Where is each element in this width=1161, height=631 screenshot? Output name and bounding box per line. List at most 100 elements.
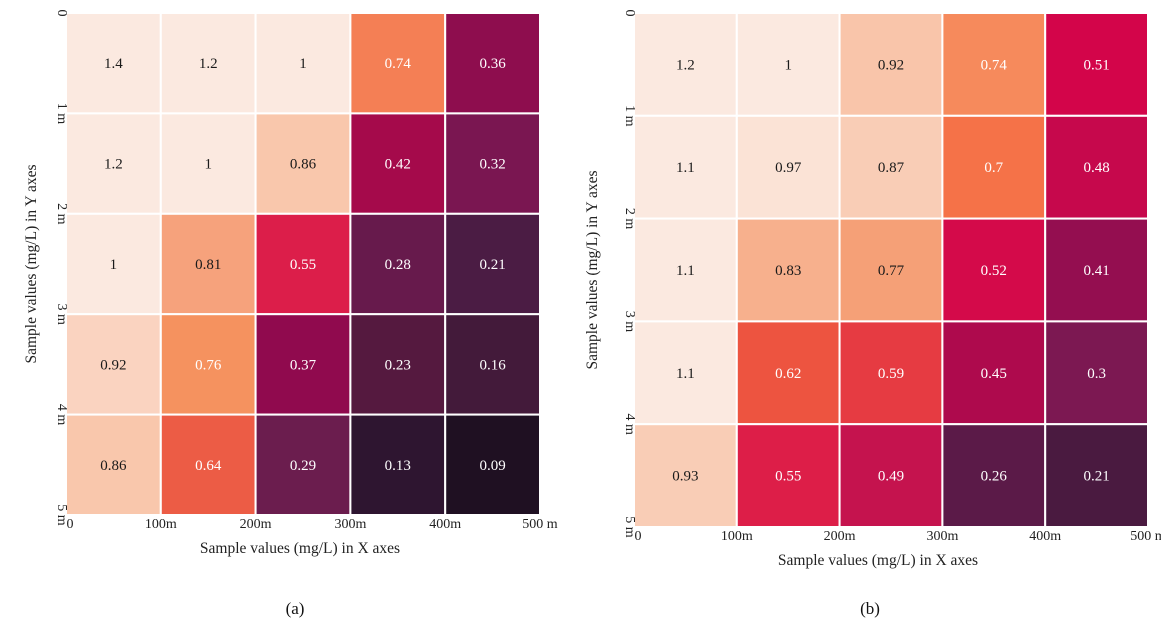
cell-value-label: 0.55 — [775, 469, 801, 485]
heatmap-cell — [1044, 217, 1149, 323]
y-tick-label: 2 m — [622, 208, 637, 230]
heatmap-cell — [159, 413, 257, 517]
x-tick-label: 0 — [635, 529, 642, 544]
cell-value-label: 0.3 — [1087, 366, 1106, 382]
x-tick-label: 0 — [67, 517, 74, 532]
heatmap-cell — [159, 12, 257, 115]
heatmap-cell — [349, 313, 447, 416]
cell-value-label: 0.26 — [981, 469, 1008, 485]
cell-value-label: 0.32 — [479, 157, 505, 173]
cell-value-label: 0.64 — [195, 458, 222, 474]
panel-label: (b) — [860, 599, 880, 618]
y-tick-label: 4 m — [622, 414, 637, 436]
cell-value-label: 1 — [110, 257, 118, 273]
cell-value-label: 0.92 — [100, 357, 126, 373]
x-tick-label: 100m — [721, 529, 753, 544]
cell-value-label: 0.21 — [479, 257, 505, 273]
heatmap-cell — [444, 413, 542, 517]
heatmap-cell — [254, 313, 352, 416]
heatmap-cell — [941, 12, 1047, 117]
heatmap-cell — [838, 423, 944, 529]
heatmap-cell — [941, 423, 1047, 529]
cell-value-label: 1.2 — [199, 56, 218, 72]
heatmap-cell — [65, 12, 162, 115]
heatmap-cell — [838, 217, 944, 323]
y-tick-label: 5 m — [54, 504, 69, 526]
heatmap-cell — [1044, 12, 1149, 117]
y-tick-label: 1 m — [54, 103, 69, 125]
cell-value-label: 0.48 — [1083, 160, 1109, 176]
heatmap-cell — [349, 212, 447, 316]
x-tick-label: 500 m — [522, 517, 558, 532]
cell-value-label: 0.41 — [1083, 263, 1109, 279]
y-tick-label: 4 m — [54, 404, 69, 426]
cell-value-label: 0.42 — [385, 157, 411, 173]
y-tick-label: 0 — [622, 10, 637, 17]
heatmap-panel-a: 1.4 1.2 1 0.74 0.36 1.2 1 0.86 0.42 0.32 1 0.81 0.55… — [23, 10, 558, 619]
heatmap-cell — [735, 423, 841, 529]
cell-value-label: 0.29 — [290, 458, 316, 474]
heatmap-cell — [1044, 114, 1149, 220]
y-tick-label: 0 — [54, 10, 69, 17]
x-tick-label: 200m — [240, 517, 272, 532]
cell-value-label: 0.49 — [878, 469, 904, 485]
cell-value-label: 0.97 — [775, 160, 802, 176]
cell-value-label: 1 — [299, 56, 307, 72]
cell-value-label: 0.09 — [479, 458, 505, 474]
x-axis-label: Sample values (mg/L) in X axes — [778, 552, 978, 569]
cell-value-label: 1.2 — [104, 157, 123, 173]
x-tick-label: 400m — [429, 517, 461, 532]
cell-value-label: 0.55 — [290, 257, 316, 273]
cell-value-label: 1.4 — [104, 56, 123, 72]
cell-value-label: 0.77 — [878, 263, 905, 279]
x-axis-label: Sample values (mg/L) in X axes — [200, 540, 400, 557]
x-tick-label: 100m — [145, 517, 177, 532]
y-tick-label: 3 m — [622, 311, 637, 333]
y-tick-label: 3 m — [54, 304, 69, 326]
cell-value-label: 0.16 — [479, 357, 506, 373]
cell-value-label: 1 — [204, 157, 212, 173]
heatmap-cell — [65, 313, 162, 416]
heatmap-cell — [159, 313, 257, 416]
heatmap-cell — [735, 114, 841, 220]
cell-value-label: 0.59 — [878, 366, 904, 382]
x-tick-label: 500 m — [1130, 529, 1161, 544]
x-tick-label: 200m — [824, 529, 856, 544]
cell-value-label: 0.81 — [195, 257, 221, 273]
heatmap-cell — [941, 114, 1047, 220]
heatmap-cell — [254, 112, 352, 215]
cell-value-label: 0.74 — [981, 57, 1008, 73]
cell-value-label: 0.45 — [981, 366, 1007, 382]
cell-value-label: 0.86 — [290, 157, 317, 173]
heatmap-cell — [633, 423, 738, 529]
cell-value-label: 0.28 — [385, 257, 411, 273]
cell-value-label: 0.93 — [672, 469, 698, 485]
heatmap-cell — [838, 114, 944, 220]
heatmap-cell — [735, 12, 841, 117]
y-tick-label: 1 m — [622, 105, 637, 127]
cell-value-label: 0.83 — [775, 263, 801, 279]
heatmap-cell — [444, 313, 542, 416]
cell-value-label: 0.13 — [385, 458, 411, 474]
cell-value-label: 1.1 — [676, 366, 695, 382]
cell-value-label: 0.36 — [479, 56, 506, 72]
x-tick-label: 300m — [926, 529, 958, 544]
cell-value-label: 1.1 — [676, 160, 695, 176]
cell-value-label: 0.74 — [385, 56, 412, 72]
cell-value-label: 0.21 — [1083, 469, 1109, 485]
heatmap-cell — [254, 413, 352, 517]
heatmap-cell — [633, 12, 738, 117]
cell-value-label: 0.87 — [878, 160, 905, 176]
y-axis-label: Sample values (mg/L) in Y axes — [584, 170, 601, 369]
cell-value-label: 1.1 — [676, 263, 695, 279]
cell-value-label: 1.2 — [676, 57, 695, 73]
cell-value-label: 0.37 — [290, 357, 317, 373]
cell-value-label: 0.92 — [878, 57, 904, 73]
cell-value-label: 1 — [784, 57, 792, 73]
heatmap-cell — [633, 217, 738, 323]
cell-value-label: 0.76 — [195, 357, 222, 373]
y-tick-label: 2 m — [54, 203, 69, 225]
y-tick-label: 5 m — [622, 516, 637, 538]
y-axis-label: Sample values (mg/L) in Y axes — [23, 164, 40, 363]
